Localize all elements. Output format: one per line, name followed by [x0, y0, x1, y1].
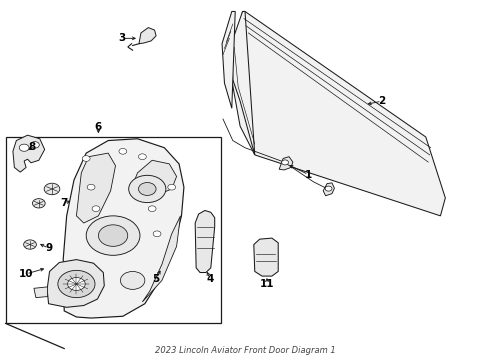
Polygon shape [154, 200, 172, 264]
Polygon shape [231, 12, 255, 155]
Circle shape [282, 160, 289, 165]
Text: 9: 9 [45, 243, 52, 253]
Circle shape [58, 270, 95, 298]
Text: 2023 Lincoln Aviator Front Door Diagram 1: 2023 Lincoln Aviator Front Door Diagram … [155, 346, 335, 355]
Polygon shape [139, 28, 156, 44]
Text: 6: 6 [95, 122, 102, 132]
Text: 11: 11 [260, 279, 274, 289]
Circle shape [121, 271, 145, 289]
Circle shape [24, 240, 36, 249]
Bar [5, 137, 220, 323]
Circle shape [119, 148, 127, 154]
Circle shape [129, 175, 166, 203]
Text: 1: 1 [305, 170, 312, 180]
Text: 5: 5 [152, 274, 160, 284]
Polygon shape [63, 139, 184, 318]
Polygon shape [254, 238, 278, 276]
Circle shape [68, 278, 85, 291]
Circle shape [139, 183, 156, 195]
Circle shape [139, 154, 147, 159]
Polygon shape [76, 153, 116, 223]
Circle shape [86, 216, 140, 255]
Polygon shape [143, 216, 180, 302]
Polygon shape [47, 260, 104, 307]
Circle shape [44, 183, 60, 195]
Text: 8: 8 [29, 142, 36, 152]
Circle shape [19, 144, 29, 151]
Polygon shape [195, 211, 215, 273]
Polygon shape [230, 12, 445, 216]
Circle shape [92, 206, 100, 212]
Circle shape [32, 199, 45, 208]
Polygon shape [34, 287, 48, 298]
Text: 7: 7 [61, 198, 68, 208]
Polygon shape [13, 135, 45, 172]
Text: 2: 2 [378, 96, 386, 106]
Polygon shape [279, 157, 293, 170]
Circle shape [325, 186, 332, 191]
Polygon shape [323, 183, 334, 196]
Circle shape [148, 206, 156, 212]
Polygon shape [134, 160, 176, 196]
Polygon shape [222, 12, 235, 108]
Circle shape [30, 141, 39, 148]
Circle shape [82, 156, 90, 161]
Circle shape [87, 184, 95, 190]
Circle shape [98, 225, 128, 246]
Circle shape [153, 231, 161, 237]
Text: 4: 4 [206, 274, 214, 284]
Text: 10: 10 [19, 269, 33, 279]
Text: 3: 3 [118, 33, 125, 43]
Circle shape [168, 184, 175, 190]
